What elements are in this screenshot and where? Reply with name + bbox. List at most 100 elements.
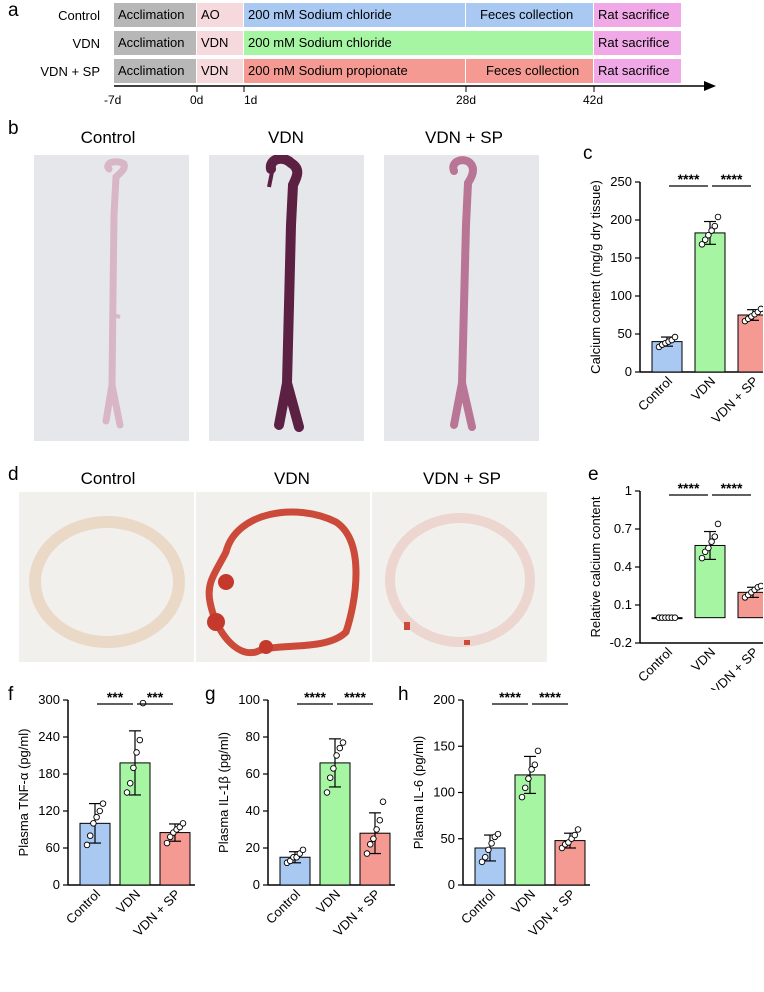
data-point [90,820,97,827]
timeline-segment: VDN [197,31,243,55]
data-point [701,236,709,244]
timeline-segment: Acclimation [114,3,196,27]
significance-label: *** [147,690,164,705]
panel-letter-f: f [8,684,14,705]
data-point [531,761,539,768]
chart-il-6: 0 50 100 150 200 Plasma IL-6 (pg/ml) Control VD… [411,690,590,939]
significance-label: **** [304,690,326,705]
panel-letter-b: b [8,118,19,139]
data-point [711,222,719,230]
timeline-segment: 200 mM Sodium chloride [244,3,465,27]
timeline-group-label: VDN + SP [40,64,100,79]
data-point [366,841,374,848]
significance-label: **** [721,171,743,187]
data-point [698,241,706,248]
y-tick-label: 40 [246,803,260,818]
data-point [86,832,94,839]
x-tick-label: Control [263,886,303,926]
data-point [485,846,492,854]
timeline-arrow [114,81,716,92]
x-tick-label: Control [635,644,675,684]
data-point [671,333,679,341]
y-tick-label: 0 [625,364,632,379]
y-tick-label: 0.4 [614,559,632,574]
chart-calcium-content: 0 50 100 150 200 250 Calcium content (mg/g dry… [588,171,763,427]
photo-title: Control [80,128,136,147]
x-tick-label: Control [458,886,498,926]
x-tick-label: Control [63,886,103,926]
histology-title: Control [80,469,136,488]
y-tick-label: 0 [253,877,260,892]
y-tick-label: 20 [246,840,260,855]
timeline-segment: Acclimation [114,59,196,83]
y-axis-label: Plasma TNF-α (pg/ml) [16,729,31,857]
significance-label: **** [678,480,700,496]
significance-label: **** [721,480,743,496]
data-point [333,752,340,759]
data-point [521,784,529,792]
y-tick-label: 80 [246,729,260,744]
y-axis-label: Plasma IL-6 (pg/ml) [411,736,426,849]
x-tick-label: VDN [688,374,718,404]
data-point [130,764,137,772]
bar [694,232,726,373]
data-point [376,816,384,824]
y-tick-label: 0.1 [614,597,632,612]
data-point [93,813,100,821]
timeline-group-label: VDN [72,36,100,51]
timeline-tick: 28d [456,93,477,107]
x-tick-label: VDN [508,887,538,917]
y-tick-label: 100 [610,288,632,303]
y-tick-label: 0 [53,877,60,892]
data-point [126,779,134,787]
data-point [488,840,495,847]
data-point [336,744,344,752]
data-point [363,850,371,857]
data-point [671,614,679,621]
chart-tnf-alpha: 0 60 120 180 240 300 Plasma TNF-α (pg/ml) Contr… [16,690,195,939]
data-point [326,774,334,781]
timeline-segment: Acclimation [114,31,196,55]
data-point [133,749,140,756]
data-point [83,841,91,849]
y-tick-label: -0.2 [610,635,632,650]
data-point [714,520,722,528]
y-tick-label: 300 [38,692,60,707]
data-point [163,839,171,847]
data-point [574,826,582,833]
aorta-photo-vdn [209,153,364,441]
data-point [571,831,579,839]
data-point [123,789,131,796]
data-point [534,747,542,755]
y-tick-label: 120 [38,803,60,818]
y-tick-label: 0 [448,877,455,892]
data-point [299,846,307,854]
timeline-group-label: Control [58,8,100,23]
timeline-segment: 200 mM Sodium chloride [244,31,465,55]
significance-label: **** [539,690,561,705]
aorta-photo-control [34,155,189,441]
data-point [99,800,107,807]
panel-letter-a: a [8,0,19,21]
data-point [323,789,331,796]
x-tick-label: VDN + SP [708,374,761,427]
data-point [379,798,387,805]
histology-vdn-sp [372,492,547,662]
histology-title: VDN + SP [423,469,501,488]
y-axis-label: Plasma IL-1β (pg/ml) [216,732,231,853]
timeline-segment: Feces collection [466,3,593,27]
x-tick-label: Control [635,373,675,413]
data-point [705,231,712,239]
data-point [370,835,377,842]
y-tick-label: 150 [433,738,455,753]
significance-label: **** [499,690,521,705]
photo-title: VDN [268,128,304,147]
data-point [757,305,763,313]
bar [474,847,506,886]
data-point [525,775,532,782]
timeline-segment: AO [197,3,243,27]
data-point [339,739,347,746]
y-tick-label: 100 [433,785,455,800]
bar [737,314,763,373]
timeline-segment: VDN [197,59,243,83]
